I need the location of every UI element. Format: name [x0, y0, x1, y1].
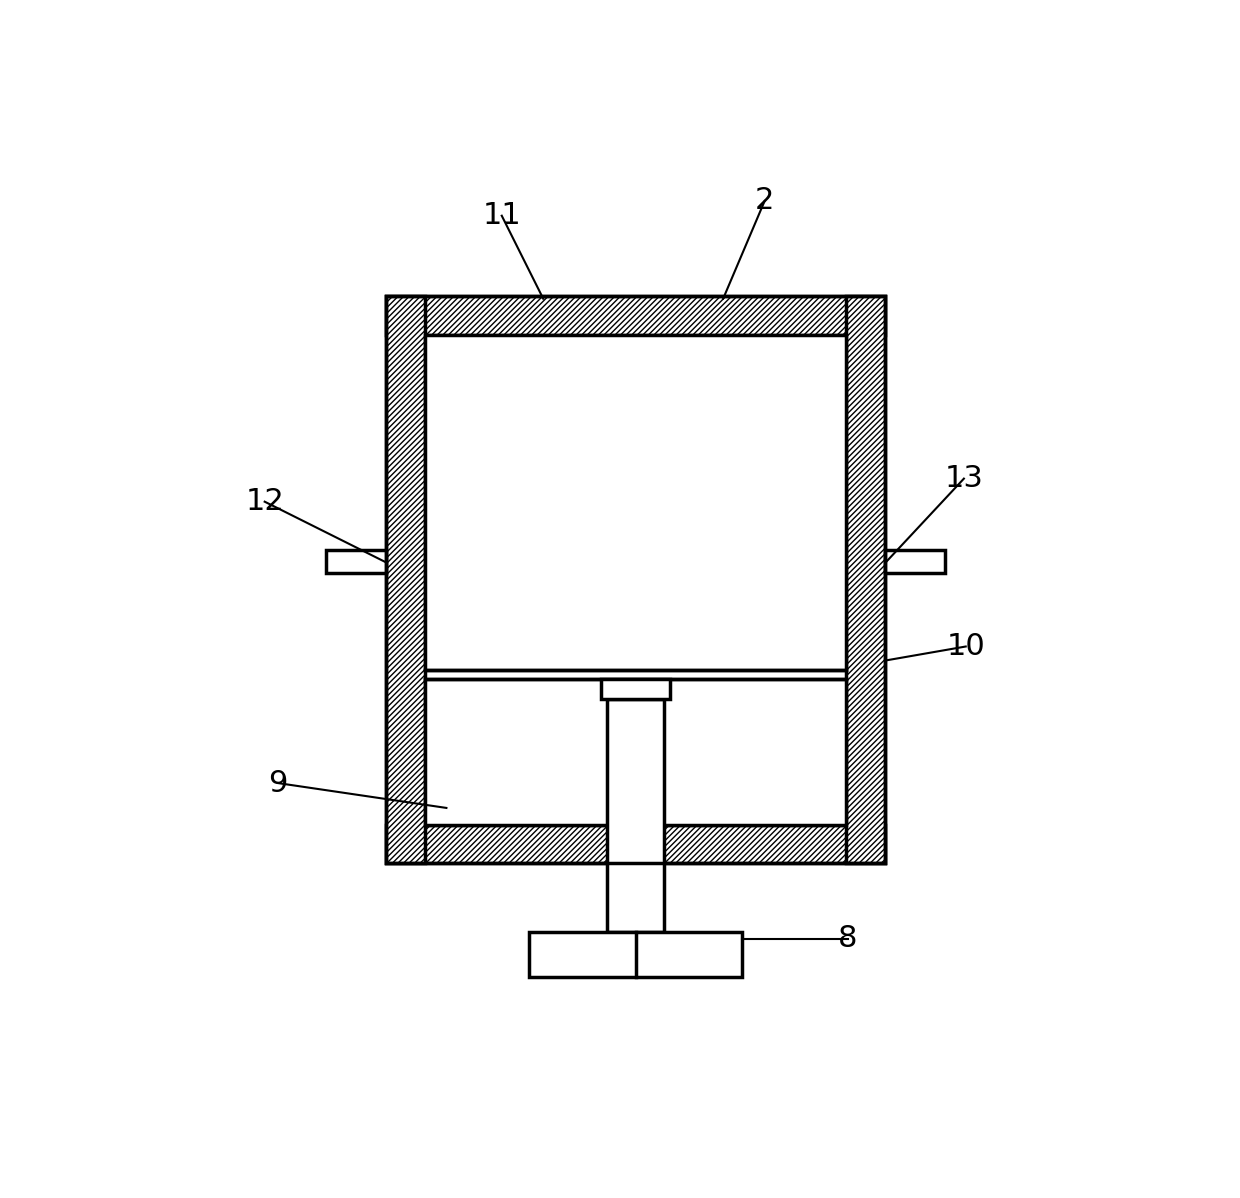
Text: 8: 8	[838, 925, 857, 954]
Text: 13: 13	[945, 464, 983, 494]
Bar	[606, 700, 665, 932]
Bar	[387, 296, 884, 334]
Bar	[846, 296, 884, 864]
Bar	[326, 550, 387, 573]
Bar	[387, 296, 425, 864]
Bar	[387, 824, 884, 864]
Text: 2: 2	[755, 187, 774, 216]
Bar	[425, 334, 846, 670]
Bar	[529, 932, 742, 976]
Bar	[425, 679, 846, 824]
Bar	[387, 296, 884, 864]
Bar	[601, 679, 670, 700]
Bar	[884, 550, 945, 573]
Text: 10: 10	[946, 633, 985, 661]
Text: 11: 11	[482, 201, 521, 230]
Text: 9: 9	[268, 769, 288, 798]
Text: 12: 12	[246, 488, 284, 516]
